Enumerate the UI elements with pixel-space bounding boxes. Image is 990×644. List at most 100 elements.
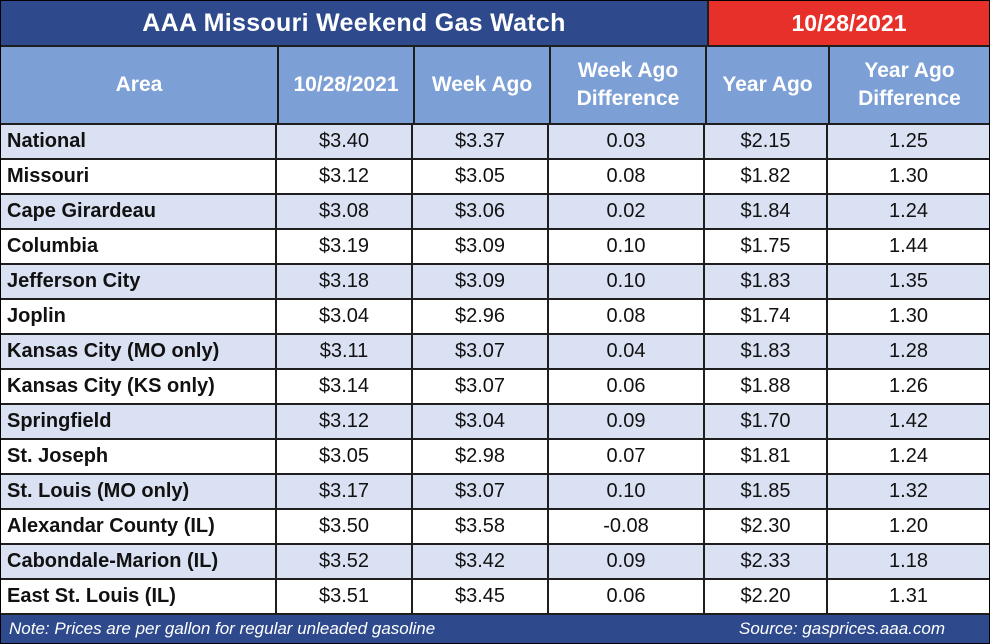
year-ago-diff-cell: 1.26 bbox=[889, 375, 928, 397]
area-cell: St. Joseph bbox=[1, 440, 277, 473]
year-ago-price-cell: $2.20 bbox=[705, 580, 828, 613]
column-header-year-ago: Year Ago bbox=[707, 47, 830, 123]
week-ago-diff-cell: 0.07 bbox=[549, 440, 705, 473]
table-body: National $3.40 $3.37 0.03 $2.15 1.25 Missouri $… bbox=[1, 125, 989, 615]
footer-source: Source: gasprices.aaa.com bbox=[739, 619, 945, 638]
table-row: Missouri $3.12 $3.05 0.08 $1.82 1.30 bbox=[1, 160, 989, 195]
year-ago-diff-cell: 1.32 bbox=[889, 480, 928, 502]
week-ago-price-cell: $3.09 bbox=[413, 230, 549, 263]
table-row: Joplin $3.04 $2.96 0.08 $1.74 1.30 bbox=[1, 300, 989, 335]
year-ago-diff-cell: 1.28 bbox=[889, 340, 928, 362]
current-price-cell: $3.17 bbox=[277, 475, 413, 508]
table-row: Jefferson City $3.18 $3.09 0.10 $1.83 1.35 bbox=[1, 265, 989, 300]
area-cell: Columbia bbox=[1, 230, 277, 263]
year-ago-diff-cell: 1.42 bbox=[889, 410, 928, 432]
year-ago-diff-cell: 1.44 bbox=[889, 235, 928, 257]
week-ago-diff-cell: 0.03 bbox=[549, 125, 705, 158]
week-ago-diff-cell: 0.10 bbox=[549, 230, 705, 263]
year-ago-price-cell: $1.85 bbox=[705, 475, 828, 508]
week-ago-diff-cell: 0.02 bbox=[549, 195, 705, 228]
year-ago-price-cell: $2.33 bbox=[705, 545, 828, 578]
current-price-cell: $3.50 bbox=[277, 510, 413, 543]
year-ago-price-cell: $1.75 bbox=[705, 230, 828, 263]
year-ago-diff-cell: 1.24 bbox=[889, 445, 928, 467]
table-row: Cape Girardeau $3.08 $3.06 0.02 $1.84 1.24 bbox=[1, 195, 989, 230]
year-ago-diff-cell: 1.25 bbox=[889, 130, 928, 152]
year-ago-diff-cell: 1.31 bbox=[889, 585, 928, 607]
current-price-cell: $3.11 bbox=[277, 335, 413, 368]
area-cell: National bbox=[1, 125, 277, 158]
year-ago-price-cell: $1.88 bbox=[705, 370, 828, 403]
week-ago-diff-cell: -0.08 bbox=[549, 510, 705, 543]
table-row: St. Joseph $3.05 $2.98 0.07 $1.81 1.24 bbox=[1, 440, 989, 475]
title-row: AAA Missouri Weekend Gas Watch 10/28/202… bbox=[1, 1, 989, 47]
table-header: Area 10/28/2021 Week Ago Week Ago Differ… bbox=[1, 47, 989, 125]
table-row: Cabondale-Marion (IL) $3.52 $3.42 0.09 $2.33… bbox=[1, 545, 989, 580]
area-cell: Kansas City (MO only) bbox=[1, 335, 277, 368]
year-ago-price-cell: $1.83 bbox=[705, 265, 828, 298]
current-price-cell: $3.12 bbox=[277, 160, 413, 193]
year-ago-diff-cell: 1.20 bbox=[889, 515, 928, 537]
table-row: Alexandar County (IL) $3.50 $3.58 -0.08 $2.3… bbox=[1, 510, 989, 545]
column-header-year-diff: Year Ago Difference bbox=[858, 58, 961, 110]
table-row: Columbia $3.19 $3.09 0.10 $1.75 1.44 bbox=[1, 230, 989, 265]
week-ago-diff-cell: 0.10 bbox=[549, 475, 705, 508]
table-row: St. Louis (MO only) $3.17 $3.07 0.10 $1.85 1.… bbox=[1, 475, 989, 510]
week-ago-price-cell: $3.04 bbox=[413, 405, 549, 438]
current-price-cell: $3.18 bbox=[277, 265, 413, 298]
area-cell: Missouri bbox=[1, 160, 277, 193]
week-ago-diff-cell: 0.10 bbox=[549, 265, 705, 298]
week-ago-price-cell: $3.37 bbox=[413, 125, 549, 158]
year-ago-price-cell: $1.74 bbox=[705, 300, 828, 333]
table-row: Kansas City (KS only) $3.14 $3.07 0.06 $1.88… bbox=[1, 370, 989, 405]
area-cell: Kansas City (KS only) bbox=[1, 370, 277, 403]
week-ago-diff-cell: 0.06 bbox=[549, 580, 705, 613]
area-cell: Springfield bbox=[1, 405, 277, 438]
current-price-cell: $3.19 bbox=[277, 230, 413, 263]
week-ago-price-cell: $3.06 bbox=[413, 195, 549, 228]
current-price-cell: $3.12 bbox=[277, 405, 413, 438]
week-ago-diff-cell: 0.06 bbox=[549, 370, 705, 403]
area-cell: Cape Girardeau bbox=[1, 195, 277, 228]
year-ago-price-cell: $1.82 bbox=[705, 160, 828, 193]
week-ago-diff-cell: 0.08 bbox=[549, 300, 705, 333]
week-ago-price-cell: $3.58 bbox=[413, 510, 549, 543]
current-price-cell: $3.04 bbox=[277, 300, 413, 333]
table-footer: Note: Prices are per gallon for regular … bbox=[1, 615, 989, 643]
year-ago-price-cell: $1.81 bbox=[705, 440, 828, 473]
area-cell: Alexandar County (IL) bbox=[1, 510, 277, 543]
year-ago-price-cell: $1.83 bbox=[705, 335, 828, 368]
year-ago-diff-cell: 1.35 bbox=[889, 270, 928, 292]
area-cell: Joplin bbox=[1, 300, 277, 333]
week-ago-diff-cell: 0.04 bbox=[549, 335, 705, 368]
table-row: Kansas City (MO only) $3.11 $3.07 0.04 $1.83… bbox=[1, 335, 989, 370]
week-ago-price-cell: $2.98 bbox=[413, 440, 549, 473]
year-ago-diff-cell: 1.18 bbox=[889, 550, 928, 572]
week-ago-price-cell: $3.07 bbox=[413, 370, 549, 403]
week-ago-price-cell: $3.05 bbox=[413, 160, 549, 193]
week-ago-price-cell: $3.09 bbox=[413, 265, 549, 298]
current-price-cell: $3.52 bbox=[277, 545, 413, 578]
column-header-current: 10/28/2021 bbox=[279, 47, 415, 123]
week-ago-price-cell: $3.42 bbox=[413, 545, 549, 578]
table-row: East St. Louis (IL) $3.51 $3.45 0.06 $2.20 1.… bbox=[1, 580, 989, 615]
page-title: AAA Missouri Weekend Gas Watch bbox=[1, 1, 709, 45]
week-ago-diff-cell: 0.09 bbox=[549, 405, 705, 438]
column-header-area: Area bbox=[1, 47, 279, 123]
table-row: National $3.40 $3.37 0.03 $2.15 1.25 bbox=[1, 125, 989, 160]
footer-note: Note: Prices are per gallon for regular … bbox=[9, 619, 436, 638]
year-ago-price-cell: $1.84 bbox=[705, 195, 828, 228]
area-cell: St. Louis (MO only) bbox=[1, 475, 277, 508]
year-ago-price-cell: $1.70 bbox=[705, 405, 828, 438]
column-header-week-diff: Week Ago Difference bbox=[551, 47, 707, 123]
week-ago-price-cell: $2.96 bbox=[413, 300, 549, 333]
current-price-cell: $3.14 bbox=[277, 370, 413, 403]
current-price-cell: $3.05 bbox=[277, 440, 413, 473]
table-row: Springfield $3.12 $3.04 0.09 $1.70 1.42 bbox=[1, 405, 989, 440]
area-cell: Jefferson City bbox=[1, 265, 277, 298]
area-cell: Cabondale-Marion (IL) bbox=[1, 545, 277, 578]
week-ago-diff-cell: 0.08 bbox=[549, 160, 705, 193]
current-price-cell: $3.08 bbox=[277, 195, 413, 228]
year-ago-price-cell: $2.30 bbox=[705, 510, 828, 543]
